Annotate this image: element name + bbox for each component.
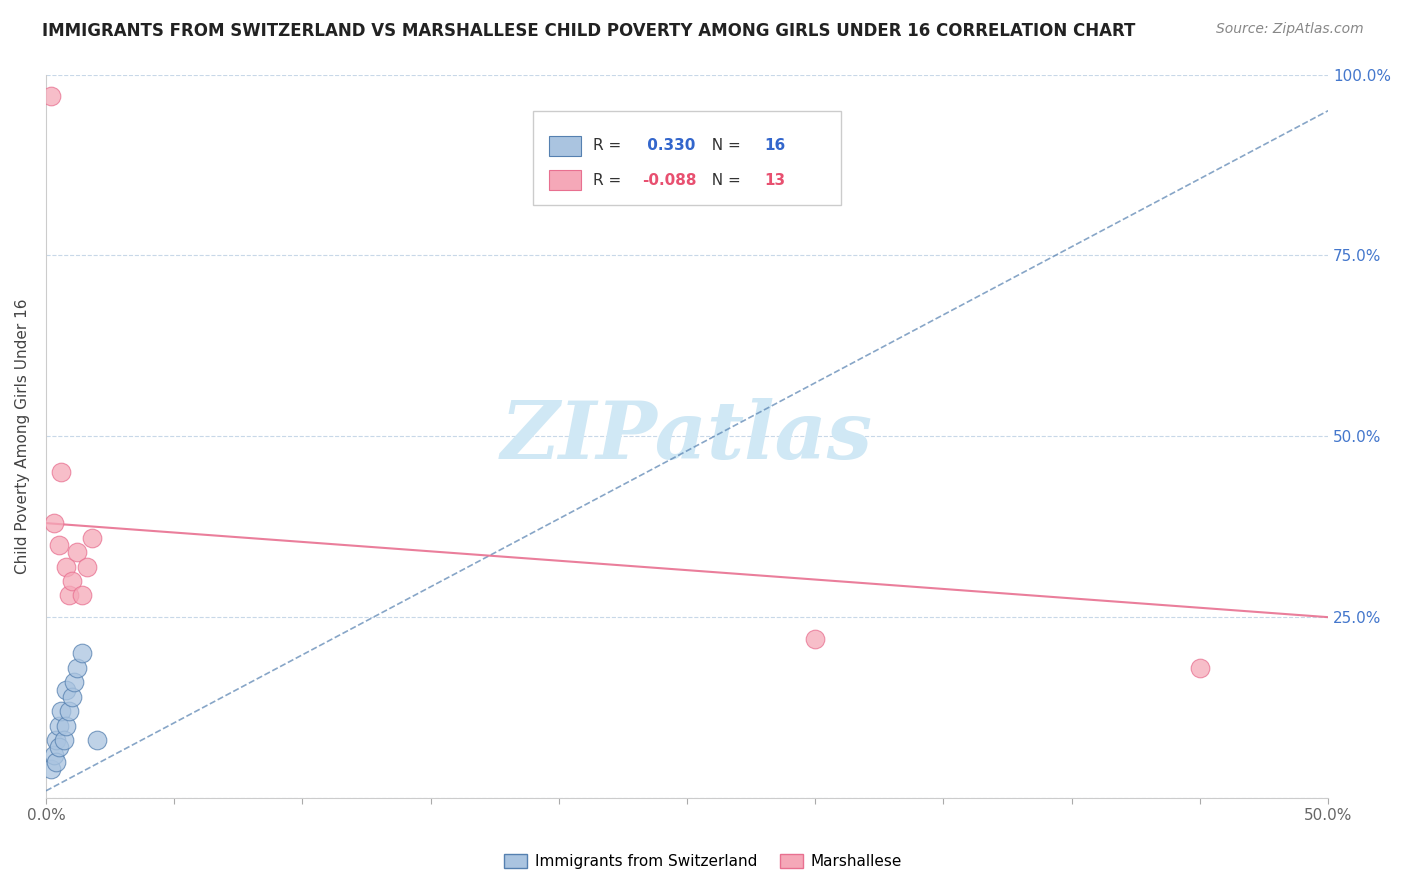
Text: Source: ZipAtlas.com: Source: ZipAtlas.com bbox=[1216, 22, 1364, 37]
Point bbox=[66, 661, 89, 675]
Y-axis label: Child Poverty Among Girls Under 16: Child Poverty Among Girls Under 16 bbox=[15, 299, 30, 574]
Text: IMMIGRANTS FROM SWITZERLAND VS MARSHALLESE CHILD POVERTY AMONG GIRLS UNDER 16 CO: IMMIGRANTS FROM SWITZERLAND VS MARSHALLE… bbox=[42, 22, 1136, 40]
Point bbox=[51, 704, 73, 718]
Point bbox=[82, 531, 104, 545]
Point bbox=[52, 733, 75, 747]
Text: 0.330: 0.330 bbox=[643, 138, 696, 153]
Point bbox=[76, 559, 98, 574]
Point bbox=[70, 589, 93, 603]
Point bbox=[60, 574, 83, 588]
Point bbox=[39, 89, 62, 103]
Text: N =: N = bbox=[703, 138, 747, 153]
Point bbox=[55, 682, 77, 697]
Text: 16: 16 bbox=[763, 138, 785, 153]
Point bbox=[66, 545, 89, 559]
Legend: Immigrants from Switzerland, Marshallese: Immigrants from Switzerland, Marshallese bbox=[498, 848, 908, 875]
Point bbox=[55, 719, 77, 733]
Point bbox=[48, 719, 70, 733]
Point bbox=[42, 747, 65, 762]
Point bbox=[42, 516, 65, 530]
Text: -0.088: -0.088 bbox=[643, 173, 697, 188]
Point bbox=[1188, 661, 1211, 675]
Point bbox=[48, 740, 70, 755]
Point bbox=[58, 589, 80, 603]
Text: N =: N = bbox=[703, 173, 747, 188]
Point bbox=[39, 762, 62, 776]
Text: 13: 13 bbox=[763, 173, 785, 188]
FancyBboxPatch shape bbox=[533, 111, 841, 205]
Text: R =: R = bbox=[593, 138, 627, 153]
Point bbox=[60, 690, 83, 704]
Text: ZIPatlas: ZIPatlas bbox=[501, 398, 873, 475]
Bar bbox=[548, 170, 581, 190]
Point bbox=[45, 733, 67, 747]
Point bbox=[86, 733, 108, 747]
Point bbox=[51, 466, 73, 480]
Point bbox=[48, 538, 70, 552]
Point bbox=[45, 755, 67, 769]
Point bbox=[804, 632, 827, 646]
Point bbox=[63, 675, 86, 690]
Point bbox=[55, 559, 77, 574]
Bar bbox=[548, 136, 581, 155]
Text: R =: R = bbox=[593, 173, 627, 188]
Point bbox=[58, 704, 80, 718]
Point bbox=[70, 646, 93, 660]
